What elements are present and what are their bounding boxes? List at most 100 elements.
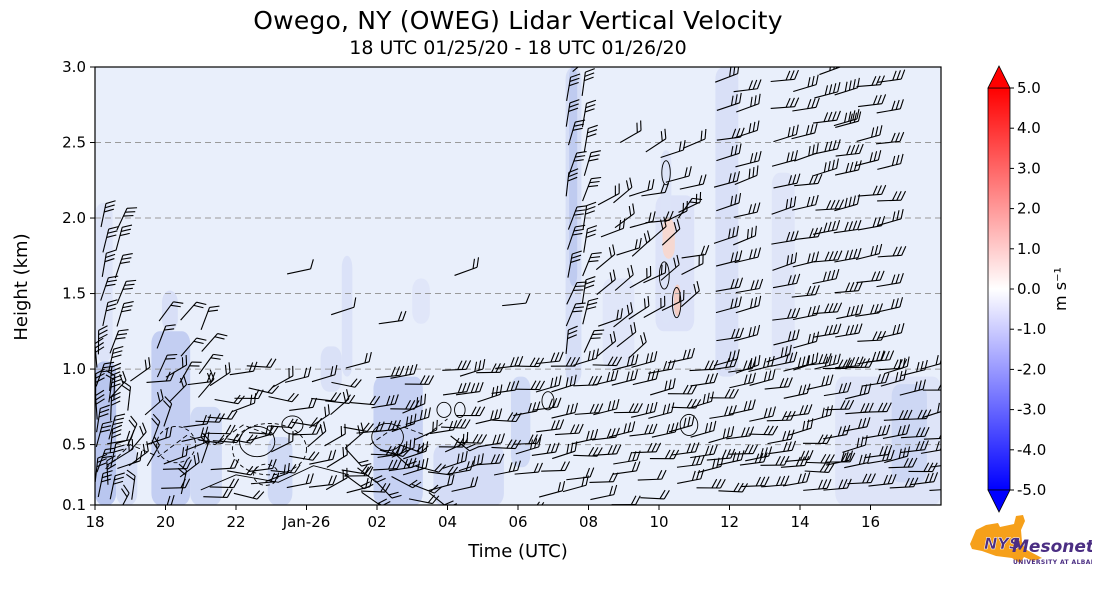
wind-barb xyxy=(668,347,695,364)
contour-line xyxy=(200,465,349,491)
wind-barb xyxy=(716,327,745,342)
colorbar-unit-label: m s⁻¹ xyxy=(1051,267,1070,311)
wind-barb xyxy=(713,171,741,188)
x-tick-label: 16 xyxy=(861,513,880,531)
colorbar-tick-label: -1.0 xyxy=(1017,320,1046,338)
wind-barb xyxy=(803,478,832,491)
wind-barb xyxy=(733,225,757,246)
wind-barb xyxy=(862,424,891,439)
wind-barb xyxy=(690,444,718,459)
contour-line xyxy=(541,391,555,411)
wind-barb xyxy=(311,364,338,383)
wind-barb xyxy=(455,381,484,396)
wind-barb xyxy=(696,478,726,489)
wind-barb xyxy=(372,419,401,433)
wind-barb xyxy=(128,441,149,467)
wind-barb xyxy=(708,426,735,444)
logo-nys-text: NYS xyxy=(984,534,1021,553)
wind-barb xyxy=(814,82,841,99)
wind-barb xyxy=(551,374,577,393)
wind-barb xyxy=(761,475,790,488)
wind-barb xyxy=(209,362,231,387)
colorbar-tick-label: 4.0 xyxy=(1017,119,1041,137)
wind-barb xyxy=(773,173,801,189)
wind-barb xyxy=(877,69,906,83)
plot-area xyxy=(95,67,941,505)
velocity-shading-patch xyxy=(190,406,222,505)
wind-barb xyxy=(856,75,885,88)
wind-barb xyxy=(289,451,320,461)
wind-barb xyxy=(592,356,623,367)
wind-barb xyxy=(739,452,768,466)
wind-barb xyxy=(207,410,238,420)
wind-barb xyxy=(876,273,904,288)
wind-barb xyxy=(555,423,584,436)
x-tick-label: 10 xyxy=(649,513,668,531)
wind-barb xyxy=(233,490,265,500)
contour-line xyxy=(371,422,404,452)
y-tick-label: 2.0 xyxy=(62,209,86,227)
wind-barb xyxy=(169,374,188,402)
wind-barb xyxy=(130,357,151,382)
wind-barb xyxy=(929,489,941,491)
y-tick-label: 0.1 xyxy=(62,496,86,514)
wind-barb xyxy=(101,249,116,277)
wind-barb xyxy=(629,423,658,437)
colorbar-tick-label: 2.0 xyxy=(1017,200,1041,218)
wind-barb xyxy=(248,458,277,472)
wind-barb xyxy=(908,462,938,473)
wind-barb xyxy=(876,99,904,114)
wind-barb xyxy=(794,143,819,162)
wind-barb xyxy=(429,420,458,435)
wind-barb xyxy=(583,150,601,176)
wind-barb xyxy=(201,332,228,352)
wind-barb xyxy=(566,281,587,305)
wind-barb xyxy=(116,301,134,327)
wind-barb xyxy=(581,276,596,304)
wind-barb xyxy=(583,329,605,353)
x-tick-label: Jan-26 xyxy=(282,513,331,531)
wind-barb xyxy=(567,250,582,278)
wind-barb xyxy=(812,110,841,124)
velocity-shading-patch xyxy=(341,255,353,377)
wind-barb xyxy=(629,265,652,289)
wind-barb xyxy=(793,352,819,371)
wind-barb xyxy=(734,165,759,186)
wind-barb xyxy=(163,396,173,427)
contour-line xyxy=(232,422,307,476)
wind-barb xyxy=(643,262,667,284)
colorbar-min-arrow xyxy=(987,489,1011,513)
wind-barb xyxy=(373,459,402,471)
wind-barb xyxy=(868,473,897,487)
wind-barb xyxy=(146,426,173,445)
wind-barb xyxy=(581,68,595,96)
wind-barb xyxy=(922,402,941,418)
wind-barb xyxy=(165,355,188,378)
wind-barb xyxy=(681,245,710,259)
wind-barb xyxy=(513,434,543,445)
wind-barb xyxy=(771,196,797,215)
wind-barb xyxy=(97,325,108,355)
wind-barb xyxy=(102,226,119,253)
colorbar-tick-label: -4.0 xyxy=(1017,441,1046,459)
wind-barb xyxy=(813,158,839,177)
wind-barb xyxy=(343,422,374,433)
wind-barb xyxy=(374,480,402,499)
wind-barb xyxy=(370,445,401,456)
wind-barb xyxy=(95,420,113,448)
wind-barb xyxy=(689,359,719,372)
wind-barb xyxy=(806,374,834,390)
wind-barb xyxy=(121,484,130,505)
wind-barb xyxy=(856,270,885,284)
wind-barb xyxy=(371,394,399,409)
wind-barb xyxy=(404,375,435,385)
wind-barb xyxy=(867,449,895,465)
wind-barb xyxy=(888,457,918,469)
wind-barb xyxy=(513,401,541,417)
chart-subtitle: 18 UTC 01/25/20 - 18 UTC 01/26/20 xyxy=(349,37,687,59)
wind-barb xyxy=(102,299,118,327)
wind-barb xyxy=(533,397,562,411)
wind-barb xyxy=(785,449,814,462)
